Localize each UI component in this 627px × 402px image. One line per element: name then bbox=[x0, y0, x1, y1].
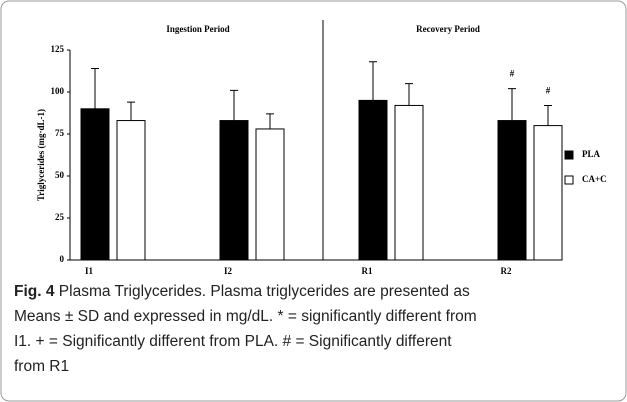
bar bbox=[533, 125, 563, 261]
error-bar bbox=[369, 61, 377, 101]
legend-swatch bbox=[564, 175, 574, 185]
error-bar bbox=[91, 67, 99, 109]
caption-line: Means ± SD and expressed in mg/dL. * = s… bbox=[14, 308, 477, 325]
caption-text: Plasma Triglycerides. Plasma triglycerid… bbox=[54, 283, 469, 300]
legend-label: PLA bbox=[582, 149, 601, 159]
y-tick-label: 75 bbox=[55, 128, 65, 138]
bar bbox=[394, 104, 424, 261]
bar bbox=[219, 120, 249, 261]
x-tick-label: I2 bbox=[224, 266, 233, 276]
error-bar bbox=[266, 113, 274, 129]
bar bbox=[116, 120, 146, 261]
x-tick-label: R1 bbox=[362, 266, 373, 276]
caption-line: I1. + = Significantly different from PLA… bbox=[14, 333, 452, 350]
bar bbox=[255, 128, 285, 261]
y-tick-label: 0 bbox=[60, 254, 65, 264]
error-bar bbox=[405, 83, 413, 106]
error-bar bbox=[127, 101, 135, 121]
bar bbox=[80, 108, 110, 261]
y-axis-label: Triglycerides (mg·dL-1) bbox=[36, 109, 46, 201]
bar bbox=[358, 99, 388, 261]
y-tick-label: 100 bbox=[51, 86, 65, 96]
bar bbox=[497, 120, 527, 261]
period-title: Ingestion Period bbox=[166, 24, 229, 34]
period-title: Recovery Period bbox=[416, 24, 480, 34]
x-tick-label: I1 bbox=[85, 266, 94, 276]
caption-line: from R1 bbox=[14, 358, 69, 375]
annotation: # bbox=[546, 86, 551, 96]
legend-label: CA+C bbox=[582, 174, 607, 184]
error-bar bbox=[508, 88, 516, 121]
error-bar bbox=[230, 89, 238, 121]
x-tick-label: R2 bbox=[501, 266, 512, 276]
y-tick-label: 125 bbox=[51, 44, 65, 54]
error-bar bbox=[544, 104, 552, 126]
annotation: # bbox=[510, 69, 515, 79]
legend-swatch bbox=[564, 150, 574, 160]
y-tick-label: 50 bbox=[55, 170, 65, 180]
y-tick-label: 25 bbox=[55, 212, 65, 222]
caption-line: Fig. 4 Plasma Triglycerides. Plasma trig… bbox=[14, 283, 470, 300]
caption-label: Fig. 4 bbox=[14, 283, 55, 300]
